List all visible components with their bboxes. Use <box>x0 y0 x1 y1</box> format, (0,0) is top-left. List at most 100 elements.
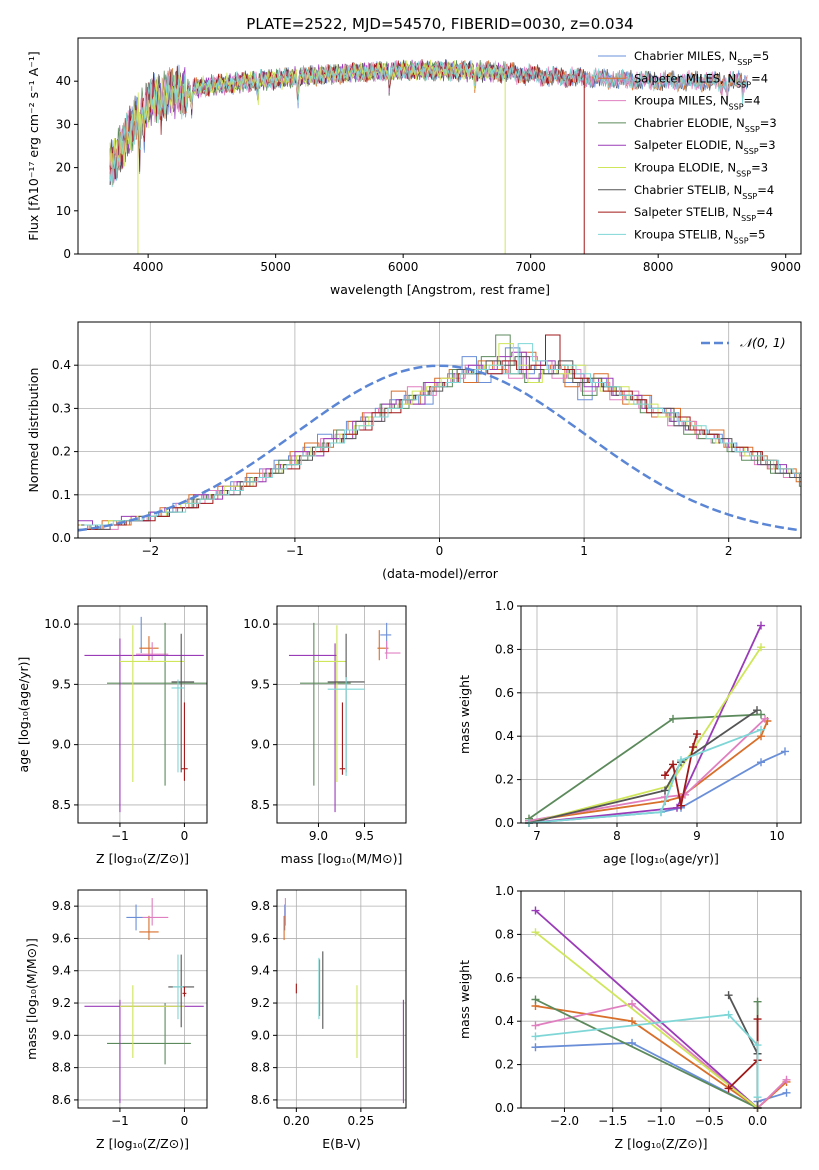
x-tick-label: 0 <box>181 1114 189 1128</box>
x-tick-label: 0 <box>436 544 444 558</box>
y-tick-label: 9.2 <box>52 996 71 1010</box>
weight-marker <box>677 756 685 765</box>
x-tick-label: 9 <box>693 829 701 843</box>
y-tick-label: 0.6 <box>495 971 514 985</box>
y-axis-label: Flux [fλ10⁻¹⁷ erg cm⁻² s⁻¹ A⁻¹] <box>26 51 41 240</box>
x-tick-label: −1 <box>111 829 129 843</box>
massweight-vs-metallicity-panel: −2.0 −1.5 −1.0 −0.5 0.0 0.0 0.2 0.4 0.6 0.8 1.0 Z [… <box>457 884 802 1151</box>
y-tick-label: 20 <box>56 161 71 175</box>
y-tick-label: 0.4 <box>495 1014 514 1028</box>
y-tick-label: 9.8 <box>52 899 71 913</box>
y-tick-label: 9.0 <box>52 738 71 752</box>
y-tick-label: 0.2 <box>495 773 514 787</box>
weight-marker <box>531 928 540 937</box>
weight-marker <box>753 1041 762 1050</box>
x-tick-label: 0 <box>181 829 189 843</box>
weight-line <box>528 646 762 823</box>
weight-marker <box>782 1075 791 1084</box>
y-tick-label: 10.0 <box>243 617 270 631</box>
weight-marker <box>724 1010 733 1019</box>
weight-line <box>535 1013 759 1098</box>
weight-marker <box>531 1021 540 1030</box>
mass-vs-extinction-panel: 0.20 0.25 8.6 8.8 9.0 9.2 9.4 9.6 9.8 E(B-V) <box>251 889 407 1151</box>
weight-marker <box>628 1017 637 1026</box>
massweight-vs-age-panel: 7 8 9 10 0.0 0.2 0.4 0.6 0.8 1.0 age [log₁₀(age/yr… <box>457 599 802 866</box>
y-tick-label: 0.4 <box>495 729 514 743</box>
weight-marker <box>669 760 677 769</box>
x-tick-label: 7 <box>533 829 541 843</box>
x-axis-label: E(B-V) <box>322 1136 361 1151</box>
weight-marker <box>781 747 789 756</box>
x-axis-label: age [log₁₀(age/yr)] <box>603 851 719 866</box>
axes-frame <box>77 889 208 1109</box>
x-tick-label: −2 <box>141 544 159 558</box>
x-tick-label: 10 <box>769 829 784 843</box>
x-axis-label: wavelength [Angstrom, rest frame] <box>330 282 550 297</box>
weight-marker <box>753 1015 762 1024</box>
x-tick-label: 0.0 <box>748 1114 767 1128</box>
weight-marker <box>689 743 697 752</box>
weight-marker <box>531 1043 540 1052</box>
weight-marker <box>531 906 540 915</box>
histogram-series <box>82 334 801 530</box>
weight-marker <box>757 643 765 652</box>
weight-line <box>528 709 758 823</box>
x-axis-label: (data-model)/error <box>382 566 499 581</box>
x-tick-label: 6000 <box>388 260 419 274</box>
x-tick-label: 8000 <box>643 260 674 274</box>
x-axis-label: Z [log₁₀(Z/Z⊙)] <box>96 851 189 866</box>
weight-line <box>534 909 759 1108</box>
legend-entry: 𝒩(0, 1) <box>740 335 786 350</box>
legend-entry: Chabrier MILES, NSSP=5 <box>634 49 769 67</box>
legend-entry: Chabrier ELODIE, NSSP=3 <box>634 116 777 133</box>
x-tick-label: 4000 <box>133 260 164 274</box>
legend-entry: Salpeter STELIB, NSSP=4 <box>634 205 773 223</box>
y-tick-label: 0.4 <box>52 358 71 372</box>
y-tick-label: 30 <box>56 117 71 131</box>
y-tick-label: 9.6 <box>251 931 270 945</box>
y-axis-label: age [log₁₀(age/yr)] <box>16 657 31 773</box>
y-tick-label: 0.6 <box>495 686 514 700</box>
weight-marker <box>757 621 765 630</box>
weight-marker <box>693 730 701 739</box>
weight-marker <box>757 725 765 734</box>
spectrum-line <box>109 60 748 188</box>
weight-line <box>528 718 766 822</box>
spectrum-panel: 4000 5000 6000 7000 8000 9000 0 10 20 30 40 Chabrie… <box>26 37 802 297</box>
mass-vs-metallicity-panel: −1 0 8.6 8.8 9.0 9.2 9.4 9.6 9.8 Z [log₁₀(Z/Z⊙)] m… <box>24 889 208 1151</box>
y-tick-label: 0 <box>63 247 71 261</box>
x-tick-label: 9.0 <box>309 829 328 843</box>
y-tick-label: 10 <box>56 204 71 218</box>
y-tick-label: 0.8 <box>495 927 514 941</box>
weight-marker <box>761 714 769 723</box>
weight-marker <box>753 997 762 1006</box>
weight-marker <box>782 1088 791 1097</box>
weight-marker <box>628 999 637 1008</box>
weight-line <box>528 625 762 823</box>
x-tick-label: −1.0 <box>646 1114 675 1128</box>
y-tick-label: 1.0 <box>495 599 514 613</box>
x-tick-label: 0.25 <box>347 1114 374 1128</box>
y-tick-label: 8.6 <box>52 1093 71 1107</box>
y-tick-label: 0.3 <box>52 401 71 415</box>
y-tick-label: 0.0 <box>495 816 514 830</box>
weight-marker <box>724 1084 733 1093</box>
x-tick-label: −1 <box>111 1114 129 1128</box>
y-tick-label: 0.2 <box>52 445 71 459</box>
histogram-series <box>81 356 801 530</box>
weight-marker <box>531 995 540 1004</box>
legend-entry: Kroupa MILES, NSSP=4 <box>634 94 760 112</box>
y-tick-label: 9.0 <box>251 1028 270 1042</box>
x-tick-label: 0.20 <box>283 1114 310 1128</box>
legend-entry: Salpeter ELODIE, NSSP=3 <box>634 138 776 156</box>
weight-line <box>528 713 762 820</box>
legend-entry: Kroupa STELIB, NSSP=5 <box>634 227 765 245</box>
y-tick-label: 9.8 <box>251 899 270 913</box>
weight-marker <box>531 1032 540 1041</box>
y-tick-label: 0.0 <box>495 1101 514 1115</box>
x-tick-label: 9.5 <box>355 829 374 843</box>
y-tick-label: 8.5 <box>52 798 71 812</box>
weight-marker <box>677 801 685 810</box>
x-tick-label: −0.5 <box>695 1114 724 1128</box>
